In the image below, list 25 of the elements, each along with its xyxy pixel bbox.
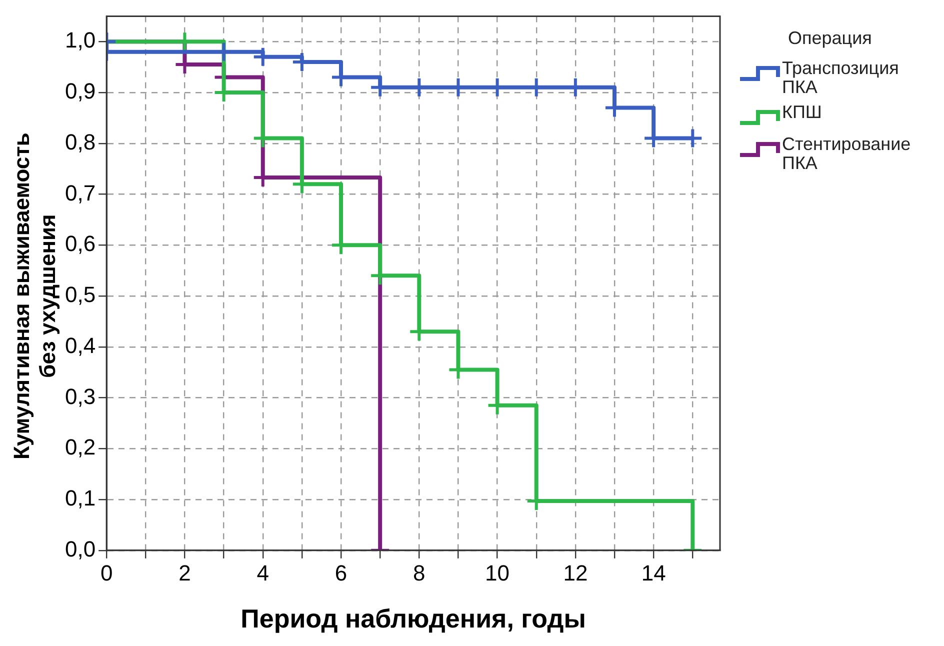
x-tick-label: 2 <box>178 560 191 586</box>
y-tick-label: 0,1 <box>64 486 96 511</box>
y-axis-title: Кумулятивная выживаемость без ухудшения <box>9 132 61 462</box>
y-tick-label: 0,3 <box>64 384 96 409</box>
x-tick-label: 8 <box>413 560 426 586</box>
y-tick-label: 0,0 <box>64 536 96 562</box>
y-tick-label: 0,7 <box>64 180 96 206</box>
x-tick-label: 6 <box>334 560 348 586</box>
y-tick-label: 0,6 <box>64 231 96 256</box>
legend-label: КПШ <box>782 102 823 122</box>
x-tick-label: 10 <box>485 560 510 586</box>
y-tick-label: 1,0 <box>64 28 96 53</box>
y-tick-label: 0,5 <box>64 282 96 308</box>
legend-label: Транспозиция ПКА <box>782 58 900 97</box>
x-axis-title: Период наблюдения, годы <box>240 604 586 634</box>
x-tick-label: 12 <box>563 560 588 586</box>
x-tick-label: 14 <box>641 560 666 586</box>
x-tick-label: 0 <box>100 560 113 586</box>
y-tick-label: 0,8 <box>64 129 96 154</box>
x-tick-label: 4 <box>256 560 269 586</box>
legend-title: Операция <box>788 28 873 49</box>
y-tick-label: 0,2 <box>64 434 96 460</box>
y-tick-label: 0,4 <box>64 332 96 358</box>
y-tick-label: 0,9 <box>64 78 96 104</box>
legend-label: Стентирование ПКА <box>782 134 911 173</box>
